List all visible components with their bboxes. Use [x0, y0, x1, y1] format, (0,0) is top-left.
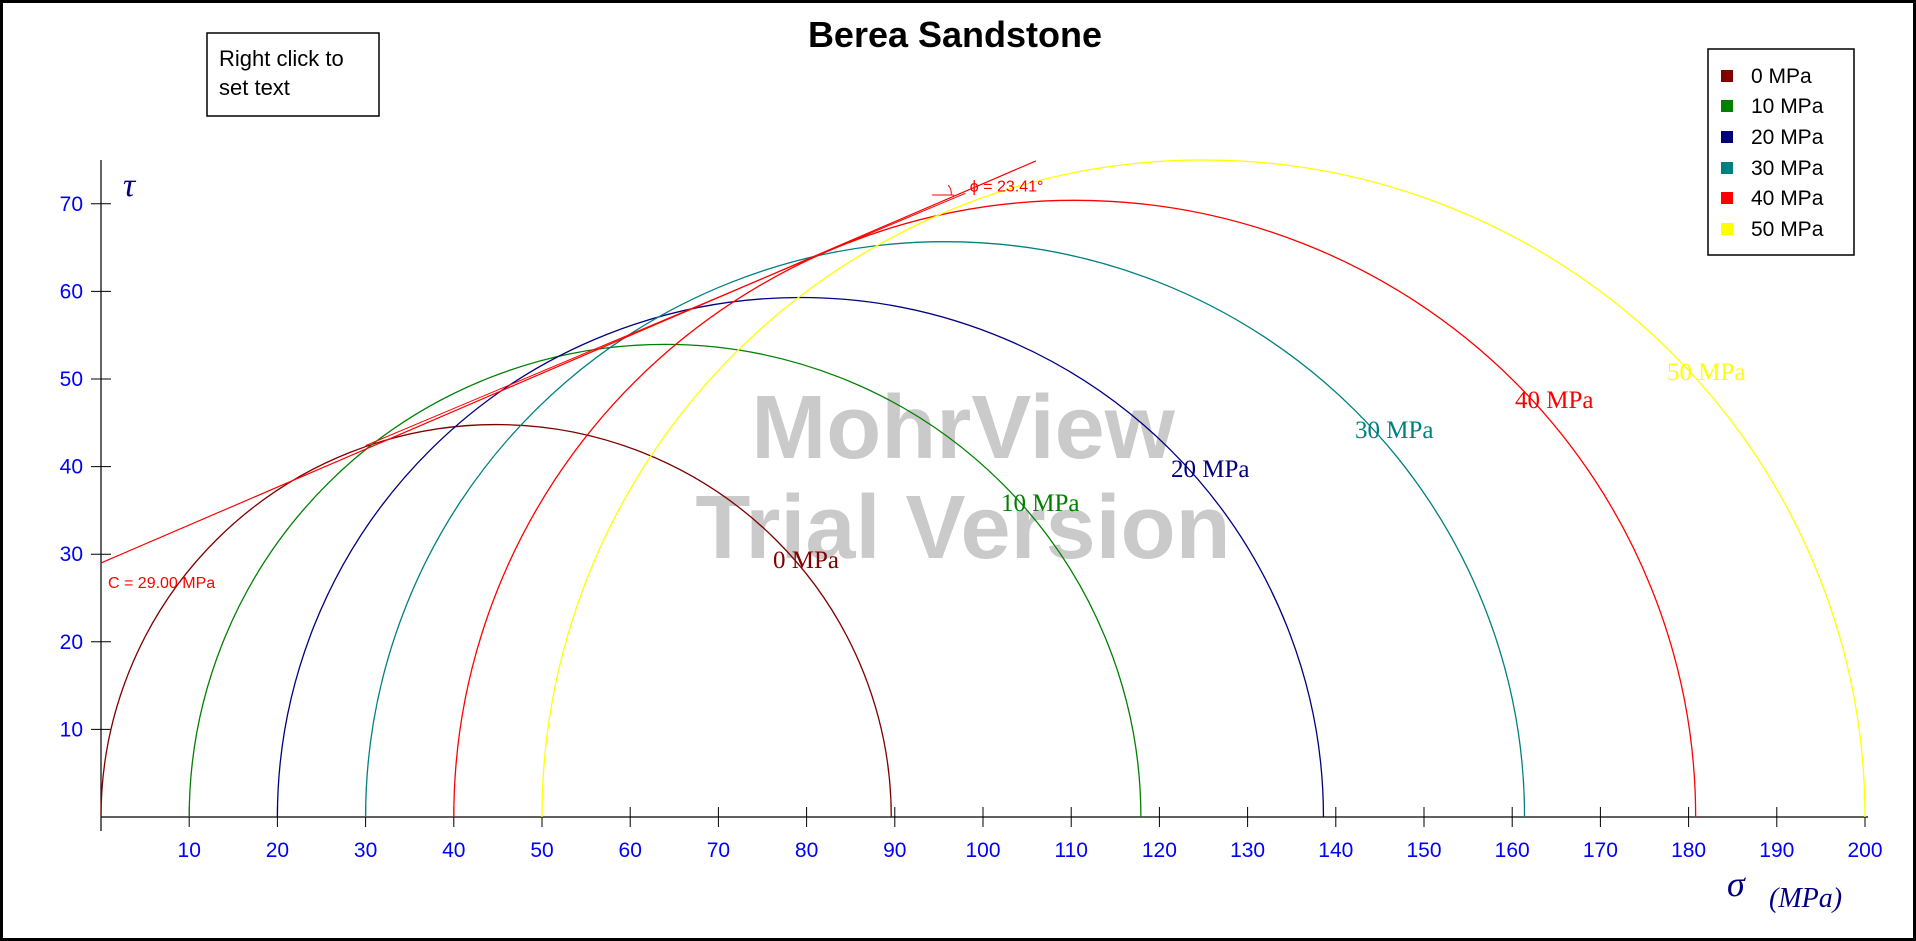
y-ticks: 10 20 30 40 50 60 70: [60, 193, 111, 742]
circle-label-30: 30 MPa: [1355, 417, 1433, 444]
x-tick-label-80: 80: [795, 839, 818, 862]
x-tick-label-170: 170: [1583, 839, 1618, 862]
note-line-2: set text: [219, 75, 290, 100]
friction-angle-label: ϕ = 23.41°: [970, 179, 1044, 196]
legend: 0 MPa 10 MPa 20 MPa 30 MPa 40 MPa 50 MPa: [1708, 49, 1854, 255]
x-tick-label-160: 160: [1495, 839, 1530, 862]
x-tick-label-150: 150: [1406, 839, 1441, 862]
x-ticks: 10 20 30 40 50 60 70 80 90 100 110 120 130 140 150 160 1…: [178, 807, 1883, 862]
x-tick-label-70: 70: [707, 839, 730, 862]
y-tick-label-50: 50: [60, 368, 83, 391]
x-tick-label-40: 40: [442, 839, 465, 862]
chart-title: Berea Sandstone: [808, 14, 1102, 55]
x-tick-label-100: 100: [965, 839, 1000, 862]
x-tick-label-130: 130: [1230, 839, 1265, 862]
y-axis-symbol: τ: [123, 167, 137, 204]
x-tick-label-10: 10: [178, 839, 201, 862]
circle-label-20: 20 MPa: [1171, 456, 1249, 483]
circle-label-50: 50 MPa: [1667, 359, 1745, 386]
legend-label-30: 30 MPa: [1751, 157, 1824, 180]
mohr-chart: Berea Sandstone Right click to set text …: [3, 3, 1913, 938]
y-tick-label-20: 20: [60, 631, 83, 654]
x-tick-label-110: 110: [1054, 839, 1087, 862]
legend-label-20: 20 MPa: [1751, 126, 1824, 149]
legend-swatch-30: [1721, 162, 1733, 174]
x-tick-label-90: 90: [883, 839, 906, 862]
y-tick-label-10: 10: [60, 718, 83, 741]
circle-label-0: 0 MPa: [773, 547, 839, 574]
circle-label-40: 40 MPa: [1515, 387, 1593, 414]
x-tick-label-180: 180: [1671, 839, 1706, 862]
legend-label-10: 10 MPa: [1751, 95, 1824, 118]
x-tick-label-60: 60: [619, 839, 642, 862]
text-note-box[interactable]: Right click to set text: [207, 33, 379, 116]
x-tick-label-190: 190: [1759, 839, 1794, 862]
x-tick-label-200: 200: [1847, 839, 1882, 862]
legend-label-0: 0 MPa: [1751, 65, 1812, 88]
legend-swatch-40: [1721, 192, 1733, 204]
legend-label-50: 50 MPa: [1751, 218, 1824, 241]
x-tick-label-50: 50: [530, 839, 553, 862]
y-tick-label-70: 70: [60, 193, 83, 216]
watermark-line-1: MohrView: [751, 378, 1175, 478]
y-tick-label-30: 30: [60, 543, 83, 566]
x-axis-symbol: σ: [1727, 864, 1746, 904]
x-tick-label-120: 120: [1142, 839, 1177, 862]
cohesion-label: C = 29.00 MPa: [108, 575, 215, 592]
y-tick-label-60: 60: [60, 280, 83, 303]
legend-swatch-50: [1721, 223, 1733, 235]
legend-swatch-10: [1721, 100, 1733, 112]
y-tick-label-40: 40: [60, 456, 83, 479]
legend-label-40: 40 MPa: [1751, 187, 1824, 210]
x-tick-label-140: 140: [1318, 839, 1353, 862]
legend-swatch-0: [1721, 70, 1733, 82]
friction-angle-marker: [932, 185, 954, 195]
x-tick-label-30: 30: [354, 839, 377, 862]
legend-swatch-20: [1721, 131, 1733, 143]
x-axis-unit: (MPa): [1769, 883, 1842, 914]
x-tick-label-20: 20: [266, 839, 289, 862]
note-line-1: Right click to: [219, 46, 344, 71]
circle-label-10: 10 MPa: [1001, 490, 1079, 517]
